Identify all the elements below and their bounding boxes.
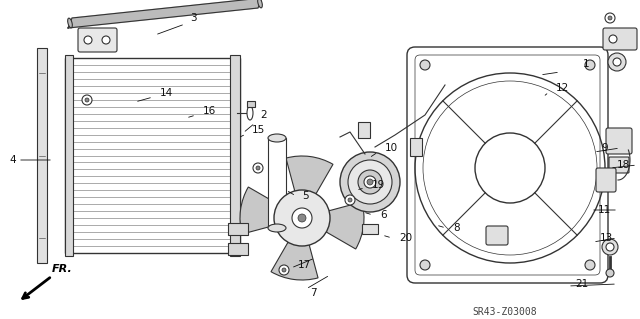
Text: 3: 3 bbox=[190, 13, 196, 23]
Text: 5: 5 bbox=[302, 191, 308, 201]
Bar bbox=[228, 243, 248, 255]
Circle shape bbox=[602, 239, 618, 255]
Circle shape bbox=[606, 243, 614, 251]
Text: 9: 9 bbox=[601, 143, 607, 153]
Circle shape bbox=[364, 176, 376, 188]
Circle shape bbox=[358, 170, 382, 194]
Polygon shape bbox=[68, 0, 262, 28]
Ellipse shape bbox=[247, 106, 253, 120]
Circle shape bbox=[585, 60, 595, 70]
Text: 19: 19 bbox=[372, 180, 385, 190]
Circle shape bbox=[585, 260, 595, 270]
Circle shape bbox=[605, 13, 615, 23]
Text: SR43-Z03008: SR43-Z03008 bbox=[473, 307, 538, 317]
Bar bbox=[65, 58, 240, 253]
Circle shape bbox=[340, 152, 400, 212]
Wedge shape bbox=[321, 202, 364, 249]
FancyBboxPatch shape bbox=[486, 226, 508, 245]
Circle shape bbox=[348, 198, 352, 202]
Bar bbox=[358, 122, 370, 138]
Circle shape bbox=[348, 160, 392, 204]
Text: 21: 21 bbox=[575, 279, 588, 289]
Wedge shape bbox=[240, 187, 283, 234]
Circle shape bbox=[367, 179, 373, 185]
Text: 13: 13 bbox=[600, 233, 613, 243]
Bar bbox=[247, 101, 255, 107]
Bar bbox=[268, 138, 286, 228]
Bar bbox=[410, 138, 422, 156]
Text: 20: 20 bbox=[399, 233, 412, 243]
Circle shape bbox=[279, 265, 289, 275]
Circle shape bbox=[282, 268, 286, 272]
Circle shape bbox=[420, 60, 430, 70]
Circle shape bbox=[292, 208, 312, 228]
Text: 7: 7 bbox=[310, 288, 317, 298]
FancyBboxPatch shape bbox=[78, 28, 117, 52]
Text: 15: 15 bbox=[252, 125, 265, 135]
Circle shape bbox=[85, 98, 89, 102]
Circle shape bbox=[253, 163, 263, 173]
Wedge shape bbox=[271, 237, 318, 280]
Circle shape bbox=[609, 35, 617, 43]
Text: 1: 1 bbox=[583, 59, 589, 69]
Circle shape bbox=[606, 269, 614, 277]
Bar bbox=[37, 48, 47, 263]
Circle shape bbox=[608, 53, 626, 71]
FancyBboxPatch shape bbox=[606, 128, 632, 154]
Ellipse shape bbox=[258, 0, 262, 8]
Text: 4: 4 bbox=[9, 155, 15, 165]
Circle shape bbox=[84, 36, 92, 44]
Circle shape bbox=[345, 195, 355, 205]
FancyBboxPatch shape bbox=[609, 157, 629, 173]
Bar bbox=[65, 55, 73, 256]
Ellipse shape bbox=[268, 224, 286, 232]
Text: 6: 6 bbox=[380, 210, 387, 220]
Circle shape bbox=[613, 58, 621, 66]
Circle shape bbox=[256, 166, 260, 170]
Text: 11: 11 bbox=[598, 205, 611, 215]
Text: 12: 12 bbox=[556, 83, 569, 93]
Text: 10: 10 bbox=[385, 143, 398, 153]
Ellipse shape bbox=[268, 134, 286, 142]
Text: 17: 17 bbox=[298, 260, 311, 270]
Circle shape bbox=[274, 190, 330, 246]
Wedge shape bbox=[286, 156, 333, 199]
Bar bbox=[228, 223, 248, 235]
Circle shape bbox=[102, 36, 110, 44]
Ellipse shape bbox=[68, 18, 72, 28]
Circle shape bbox=[82, 95, 92, 105]
FancyBboxPatch shape bbox=[603, 28, 637, 50]
Text: FR.: FR. bbox=[52, 264, 73, 274]
Circle shape bbox=[298, 214, 306, 222]
Text: 16: 16 bbox=[203, 106, 216, 116]
Circle shape bbox=[420, 260, 430, 270]
Text: 18: 18 bbox=[617, 160, 630, 170]
Text: 14: 14 bbox=[160, 88, 173, 98]
FancyBboxPatch shape bbox=[596, 168, 616, 192]
Text: 2: 2 bbox=[260, 110, 267, 120]
Circle shape bbox=[608, 16, 612, 20]
Bar bbox=[230, 55, 240, 256]
Bar bbox=[362, 224, 378, 234]
Text: 8: 8 bbox=[453, 223, 460, 233]
